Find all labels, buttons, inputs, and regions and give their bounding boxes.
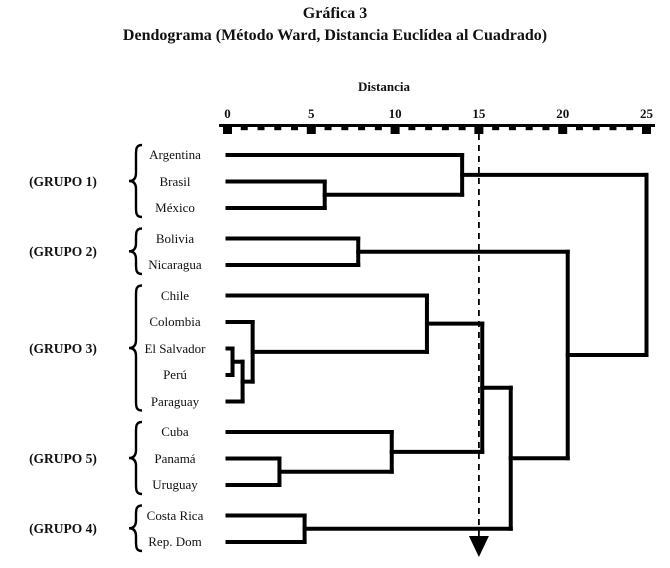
axis-tick-label: 0 — [224, 106, 231, 121]
group-brace — [128, 504, 143, 553]
axis-minor-tick — [425, 127, 433, 131]
axis-minor-tick — [257, 127, 265, 131]
country-label: Nicaragua — [148, 257, 202, 272]
axis-major-tick — [390, 127, 400, 134]
group-brace — [128, 420, 143, 496]
axis-major-tick — [306, 127, 316, 134]
axis-major-tick — [642, 127, 651, 134]
axis-tick-label: 5 — [308, 106, 315, 121]
country-label: El Salvador — [144, 340, 206, 356]
country-label: Panamá — [154, 450, 196, 466]
axis-tick-label: 10 — [388, 106, 402, 121]
axis-label: Distancia — [358, 79, 410, 94]
country-label: Bolivia — [155, 230, 195, 246]
country-label: Costa Rica — [146, 507, 204, 523]
axis-minor-tick — [374, 127, 382, 131]
reference-arrow-icon — [468, 536, 489, 557]
axis-major-tick — [558, 127, 568, 134]
axis-minor-tick — [592, 127, 600, 131]
figure-subtitle: Dendograma (Método Ward, Distancia Euclí… — [122, 27, 548, 44]
axis-minor-tick — [492, 127, 500, 131]
axis-minor-tick — [609, 127, 617, 131]
country-label: Argentina — [149, 147, 201, 162]
axis-minor-tick — [542, 127, 550, 131]
axis-minor-tick — [626, 127, 634, 131]
axis-minor-tick — [575, 127, 583, 131]
country-label: Brasil — [159, 173, 191, 189]
group-label: (GRUPO 3) — [29, 340, 97, 356]
group-label: (GRUPO 4) — [29, 520, 97, 536]
axis-minor-tick — [358, 127, 366, 131]
axis-minor-tick — [240, 127, 248, 131]
axis-minor-tick — [525, 127, 533, 131]
axis-major-tick — [223, 127, 232, 134]
country-label: Paraguay — [150, 393, 200, 409]
country-label: Cuba — [161, 424, 189, 439]
axis-tick-label: 15 — [472, 106, 486, 121]
axis-minor-tick — [324, 127, 332, 131]
axis-minor-tick — [274, 127, 282, 131]
country-label: Chile — [160, 287, 190, 303]
axis-minor-tick — [341, 127, 349, 131]
group-brace — [128, 143, 143, 219]
axis-minor-tick — [458, 127, 466, 131]
figure-title: Gráfica 3 — [302, 5, 368, 22]
country-label: México — [155, 200, 195, 215]
group-brace — [128, 227, 143, 276]
group-label: (GRUPO 2) — [29, 243, 97, 259]
group-label: (GRUPO 1) — [29, 173, 97, 189]
country-label: Colombia — [149, 314, 201, 329]
axis-tick-label: 25 — [640, 106, 653, 121]
axis-minor-tick — [508, 127, 516, 131]
axis-line — [219, 124, 655, 127]
axis-tick-label: 20 — [556, 106, 570, 121]
country-label: Rep. Dom — [148, 534, 202, 549]
group-label: (GRUPO 5) — [29, 450, 97, 466]
axis-minor-tick — [408, 127, 416, 131]
group-brace — [128, 284, 143, 412]
country-label: Perú — [163, 367, 187, 382]
axis-minor-tick — [291, 127, 299, 131]
axis-minor-tick — [441, 127, 449, 131]
country-label: Uruguay — [152, 477, 198, 492]
axis-major-tick — [474, 127, 484, 134]
